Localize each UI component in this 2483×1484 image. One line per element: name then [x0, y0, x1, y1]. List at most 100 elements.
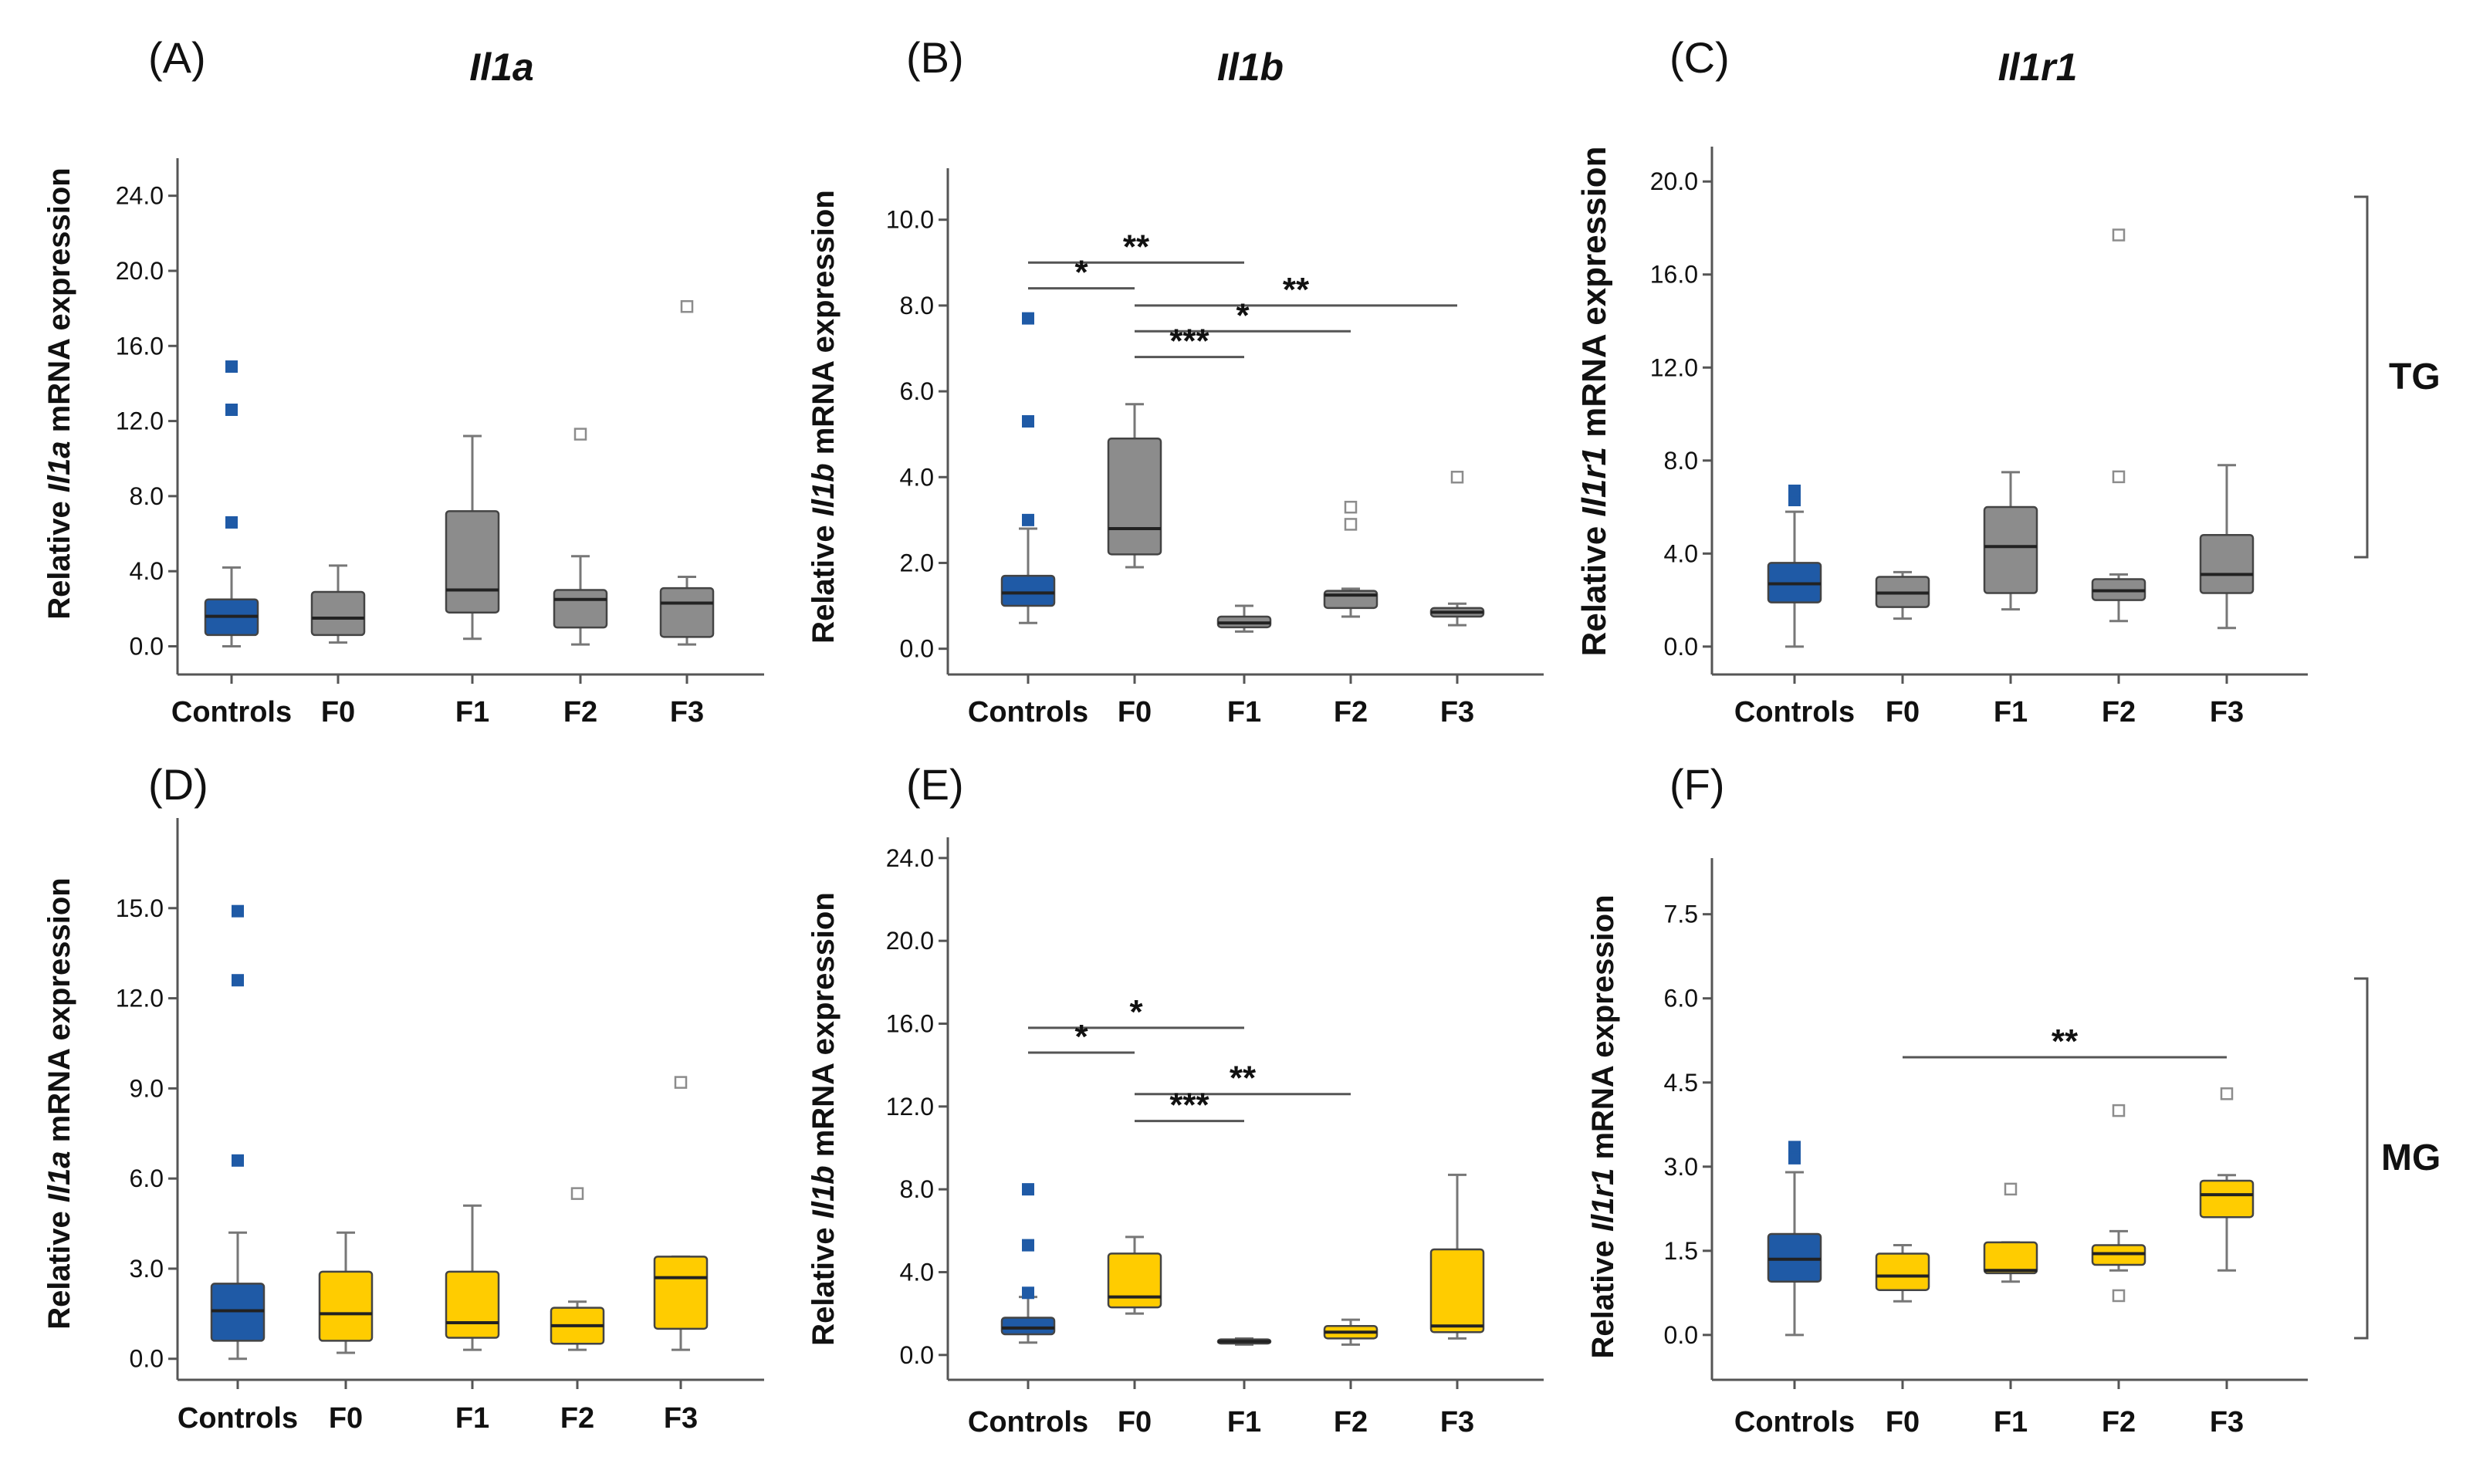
outlier-point [225, 516, 238, 529]
outlier-point [2004, 1182, 2018, 1196]
y-tick-label: 20.0 [116, 257, 164, 285]
x-tick-label: F1 [455, 696, 489, 728]
outlier-point [2220, 1087, 2234, 1100]
x-tick-label: Controls [968, 696, 1088, 728]
x-tick-label: F2 [560, 1402, 594, 1435]
y-tick-label: 4.0 [1664, 539, 1698, 567]
x-tick-label: F0 [1118, 1406, 1152, 1438]
outlier-point [680, 299, 694, 313]
y-tick-label: 3.0 [130, 1255, 164, 1283]
x-tick-label: F1 [455, 1402, 489, 1435]
outlier-point [1788, 1151, 1801, 1165]
y-tick-label: 0.0 [900, 635, 934, 663]
panel-label: (A) [148, 33, 206, 82]
y-tick-label: 16.0 [1650, 261, 1698, 289]
x-tick-label: F1 [1227, 696, 1261, 728]
panel-f: (F) Relative Il1r1 mRNA expression 0.0 1.… [1586, 760, 2308, 1438]
plot-area: 0.0 4.0 8.0 12.0 16.0 20.0 Controls F0 F1 F2 F3 [1650, 147, 2308, 728]
x-tick-label: Controls [1734, 696, 1855, 728]
x-tick-label: F2 [1334, 696, 1368, 728]
significance-label: * [1236, 296, 1250, 334]
significance-label: ** [1123, 228, 1150, 265]
panel-title: Il1a [469, 46, 533, 89]
outlier-point [674, 1076, 688, 1089]
x-tick-label: F2 [2102, 696, 2136, 728]
outlier-point [2112, 1104, 2126, 1117]
y-tick-label: 6.0 [130, 1165, 164, 1192]
y-axis-label: Relative Il1a mRNA expression [42, 167, 76, 619]
x-tick-label: F0 [329, 1402, 363, 1435]
y-tick-label: 24.0 [116, 182, 164, 210]
significance-label: ** [1283, 271, 1310, 309]
plot-area: 0.0 1.5 3.0 4.5 6.0 7.5 Controls F0 F1 F2 F3 ** [1664, 858, 2308, 1438]
y-tick-label: 7.5 [1664, 901, 1698, 928]
box [1323, 590, 1379, 610]
box [318, 1270, 374, 1342]
outlier-point [570, 1187, 584, 1200]
outlier-point [2112, 470, 2126, 484]
x-tick-label: F3 [670, 696, 704, 728]
y-tick-label: 12.0 [116, 407, 164, 435]
y-tick-label: 2.0 [900, 549, 934, 576]
box [1000, 1317, 1056, 1336]
y-tick-label: 4.0 [130, 557, 164, 585]
box [1000, 574, 1056, 607]
outlier-point [2112, 1289, 2126, 1303]
y-axis-label: Relative Il1b mRNA expression [807, 892, 841, 1346]
x-tick-label: Controls [1734, 1406, 1855, 1438]
outlier-point [232, 974, 244, 987]
plot-area: 0.0 4.0 8.0 12.0 16.0 20.0 24.0 Controls F0 F1 F2 F… [116, 158, 764, 728]
box [445, 1270, 500, 1339]
significance-label: *** [1169, 1087, 1209, 1124]
box [553, 589, 608, 629]
significance-label: ** [2052, 1023, 2079, 1060]
tissue-bracket-tg: TG [2354, 195, 2441, 559]
box [653, 1256, 709, 1330]
panel-label: (F) [1669, 760, 1725, 809]
y-tick-label: 15.0 [116, 894, 164, 922]
y-tick-label: 1.5 [1664, 1237, 1698, 1265]
significance-label: * [1074, 254, 1088, 292]
outlier-point [232, 904, 244, 918]
x-tick-label: F2 [563, 696, 597, 728]
panel-label: (C) [1669, 33, 1730, 82]
panel-title: Il1b [1217, 46, 1284, 89]
x-tick-label: Controls [171, 696, 292, 728]
significance-label: *** [1169, 323, 1209, 360]
y-tick-label: 6.0 [1664, 985, 1698, 1012]
y-axis-label: Relative Il1r1 mRNA expression [1575, 146, 1613, 656]
box [310, 590, 366, 637]
significance-label: * [1074, 1018, 1088, 1056]
box [445, 510, 500, 614]
x-tick-label: F3 [664, 1402, 698, 1435]
outlier-point [1022, 1286, 1034, 1300]
x-tick-label: F1 [1994, 696, 2028, 728]
outlier-point [1022, 415, 1034, 428]
outlier-point [1788, 1141, 1801, 1154]
y-tick-label: 12.0 [116, 985, 164, 1012]
x-tick-label: F0 [1886, 696, 1920, 728]
x-tick-label: F0 [321, 696, 355, 728]
y-tick-label: 20.0 [886, 927, 934, 955]
y-tick-label: 0.0 [130, 1345, 164, 1373]
outlier-point [1344, 518, 1358, 531]
x-tick-label: F3 [1440, 696, 1474, 728]
y-tick-label: 24.0 [886, 844, 934, 872]
y-tick-label: 0.0 [1664, 1321, 1698, 1349]
panel-a: (A) Il1a Relative Il1a mRNA expression 0… [42, 33, 764, 728]
box [2199, 533, 2255, 594]
y-axis-label: Relative Il1a mRNA expression [42, 877, 76, 1329]
box [659, 587, 715, 638]
panel-c: (C) Il1r1 Relative Il1r1 mRNA expression… [1575, 33, 2308, 728]
y-tick-label: 8.0 [1664, 447, 1698, 475]
x-tick-label: F1 [1994, 1406, 2028, 1438]
box [1983, 505, 2038, 594]
plot-area: 0.0 4.0 8.0 12.0 16.0 20.0 24.0 Controls F0 F1 F2 F… [886, 837, 1544, 1438]
x-tick-label: F2 [1334, 1406, 1368, 1438]
panel-label: (E) [906, 760, 964, 809]
tissue-label-tg: TG [2389, 357, 2441, 397]
y-tick-label: 4.0 [900, 1258, 934, 1286]
outlier-point [1450, 471, 1464, 484]
panel-b: (B) Il1b Relative Il1b mRNA expression 0… [807, 33, 1544, 728]
